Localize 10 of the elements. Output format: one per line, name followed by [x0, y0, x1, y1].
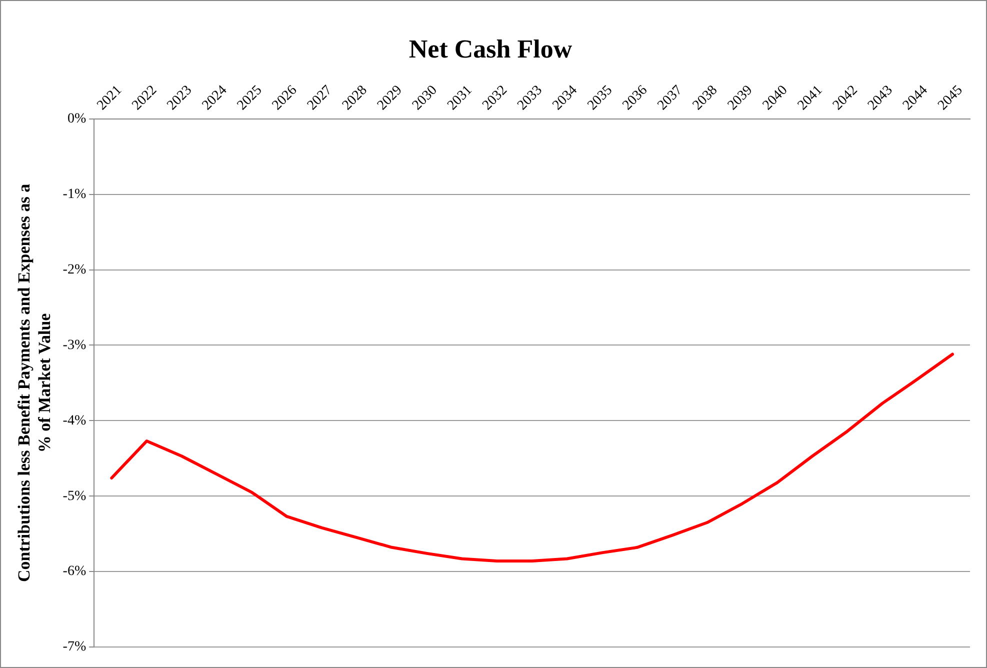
y-tick-label: -5%	[62, 488, 86, 504]
y-tick-label: -7%	[62, 640, 86, 655]
y-axis-title: Contributions less Benefit Payments and Expenses as a % of Market Value	[14, 183, 54, 582]
chart-title: Net Cash Flow	[408, 34, 572, 64]
y-tick-label: -6%	[62, 564, 86, 580]
y-tick-label: -2%	[62, 262, 86, 278]
y-tick-label: -4%	[62, 413, 86, 428]
y-tick-label: -1%	[62, 186, 86, 202]
y-tick-label: -3%	[62, 338, 86, 353]
y-tick-label: 0%	[67, 112, 86, 127]
